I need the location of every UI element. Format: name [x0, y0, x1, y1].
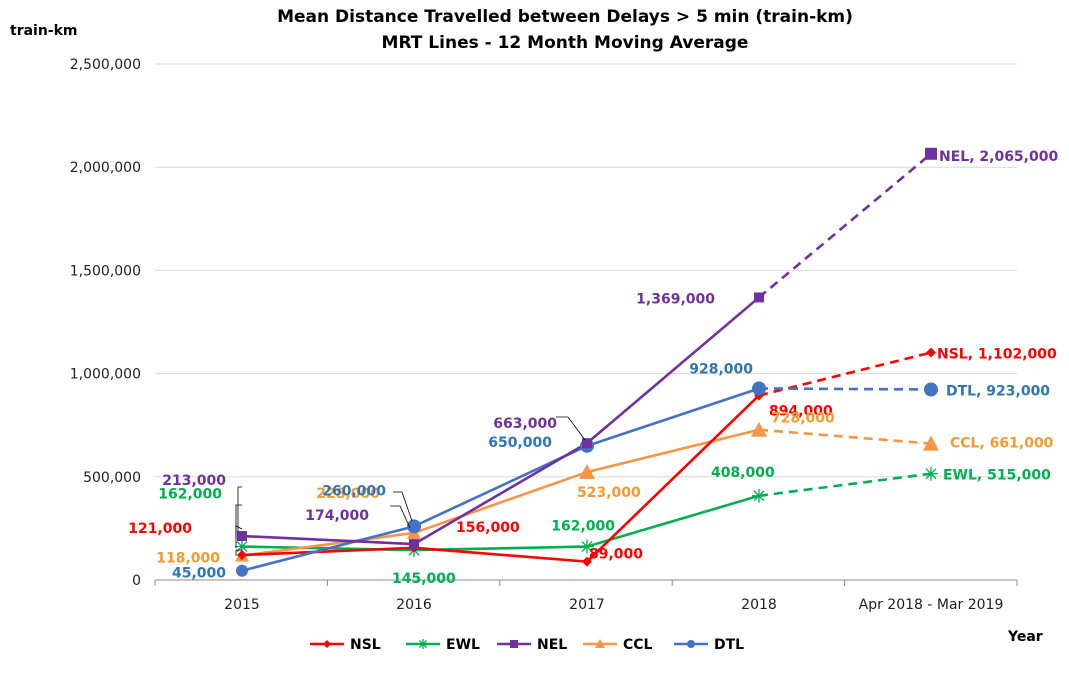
- data-label-nsl: NSL, 1,102,000: [937, 347, 1057, 363]
- marker-star: [418, 639, 428, 649]
- y-axis-title: train-km: [10, 23, 78, 39]
- y-tick-label: 2,000,000: [70, 160, 141, 176]
- data-label-ccl: 523,000: [577, 485, 641, 501]
- x-tick-label: 2018: [741, 597, 777, 613]
- marker-square: [754, 292, 764, 303]
- data-labels: 121,000 156,000 89,000 894,000 NSL, 1,102,00…: [128, 149, 1058, 587]
- series-line-nel: [241, 296, 760, 546]
- marker-circle: [407, 519, 421, 534]
- marker-triangle: [595, 639, 605, 648]
- data-label-dtl: 260,000: [322, 483, 386, 499]
- x-tick-label: 2017: [569, 597, 605, 613]
- legend-label: CCL: [623, 637, 653, 653]
- y-tick-label: 500,000: [83, 470, 141, 486]
- marker-square: [510, 640, 518, 648]
- data-label-nsl: 121,000: [128, 521, 192, 537]
- marker-square: [582, 438, 592, 449]
- data-label-ccl: 118,000: [156, 551, 220, 567]
- data-label-ewl: 162,000: [551, 519, 615, 535]
- marker-square: [409, 539, 419, 550]
- legend-label: EWL: [446, 637, 480, 653]
- legend-label: DTL: [714, 637, 744, 653]
- series-line-dtl: [241, 387, 760, 572]
- data-label-nsl: 156,000: [456, 520, 520, 536]
- marker-diamond: [582, 556, 592, 567]
- series-projection-ccl: [758, 428, 932, 445]
- legend-item-dtl: DTL: [674, 637, 744, 653]
- marker-triangle: [923, 435, 939, 451]
- marker-star-stroke: [581, 541, 593, 553]
- data-label-dtl: 650,000: [488, 435, 552, 451]
- x-tick-label: 2015: [224, 597, 260, 613]
- data-label-ewl: 408,000: [711, 465, 775, 481]
- data-label-nsl: 894,000: [769, 403, 833, 419]
- label-leader-line: [556, 416, 586, 441]
- marker-circle: [924, 382, 938, 397]
- legend-item-ccl: CCL: [583, 637, 653, 653]
- marker-star: [752, 488, 766, 503]
- data-label-nel: 663,000: [493, 416, 557, 432]
- marker-diamond: [926, 347, 936, 358]
- y-tick-label: 2,500,000: [70, 57, 141, 73]
- data-label-ewl: EWL, 515,000: [943, 468, 1051, 484]
- y-tick-label: 1,000,000: [70, 367, 141, 383]
- marker-star-stroke: [753, 490, 765, 502]
- series-line-nsl: [241, 394, 760, 563]
- data-label-dtl: 45,000: [172, 566, 226, 582]
- data-label-ccl: CCL, 661,000: [950, 436, 1054, 452]
- marker-star: [580, 539, 594, 554]
- marker-circle: [687, 640, 695, 648]
- label-leader-line: [237, 486, 242, 532]
- markers: [235, 147, 939, 577]
- marker-star-stroke: [418, 639, 428, 649]
- data-label-ccl: 228,000: [316, 486, 380, 502]
- y-tick-label: 1,500,000: [70, 263, 141, 279]
- data-label-dtl: 928,000: [689, 361, 753, 377]
- y-tick-label: 0: [132, 573, 141, 589]
- x-tick-label: 2016: [396, 597, 432, 613]
- label-leader-line: [393, 491, 413, 522]
- legend-item-nel: NEL: [497, 637, 567, 653]
- marker-square: [237, 531, 247, 542]
- data-label-dtl: DTL, 923,000: [946, 383, 1050, 399]
- marker-diamond: [323, 640, 331, 648]
- legend-label: NSL: [350, 637, 381, 653]
- marker-square: [925, 147, 937, 160]
- marker-circle: [236, 564, 248, 577]
- label-leader-line: [235, 504, 242, 548]
- data-label-nel: 1,369,000: [636, 291, 715, 307]
- data-label-ccl: 728,000: [771, 411, 835, 427]
- series-lines: [241, 152, 932, 572]
- series-line-ccl: [241, 428, 760, 557]
- data-label-nel: 213,000: [162, 473, 226, 489]
- legend-item-nsl: NSL: [310, 637, 381, 653]
- x-tick-label: Apr 2018 - Mar 2019: [859, 597, 1004, 613]
- chart-title: Mean Distance Travelled between Delays >…: [277, 7, 853, 27]
- x-axis-title: Year: [1007, 629, 1043, 645]
- legend-item-ewl: EWL: [406, 637, 480, 653]
- legend: NSL EWL NEL CCL DTL: [310, 637, 744, 653]
- chart-subtitle: MRT Lines - 12 Month Moving Average: [382, 33, 749, 53]
- label-leader-line: [235, 549, 242, 556]
- marker-diamond: [237, 550, 247, 561]
- marker-star: [924, 466, 938, 481]
- label-leader-line: [390, 505, 411, 529]
- data-label-ewl: 162,000: [158, 487, 222, 503]
- data-label-ewl: 145,000: [392, 571, 456, 587]
- series-projection-nel: [758, 152, 932, 299]
- data-label-nel: 174,000: [305, 508, 369, 524]
- data-label-nsl: 89,000: [589, 547, 643, 563]
- marker-star-stroke: [925, 468, 937, 480]
- axes: 0 500,000 1,000,000 1,500,000 2,000,000 2,500…: [70, 57, 1018, 613]
- data-label-nel: NEL, 2,065,000: [939, 149, 1058, 165]
- marker-circle: [752, 381, 766, 396]
- series-projection-dtl: [758, 387, 932, 391]
- gridlines: [155, 63, 1017, 478]
- legend-label: NEL: [537, 637, 567, 653]
- marker-triangle: [579, 464, 595, 480]
- marker-triangle: [751, 421, 767, 437]
